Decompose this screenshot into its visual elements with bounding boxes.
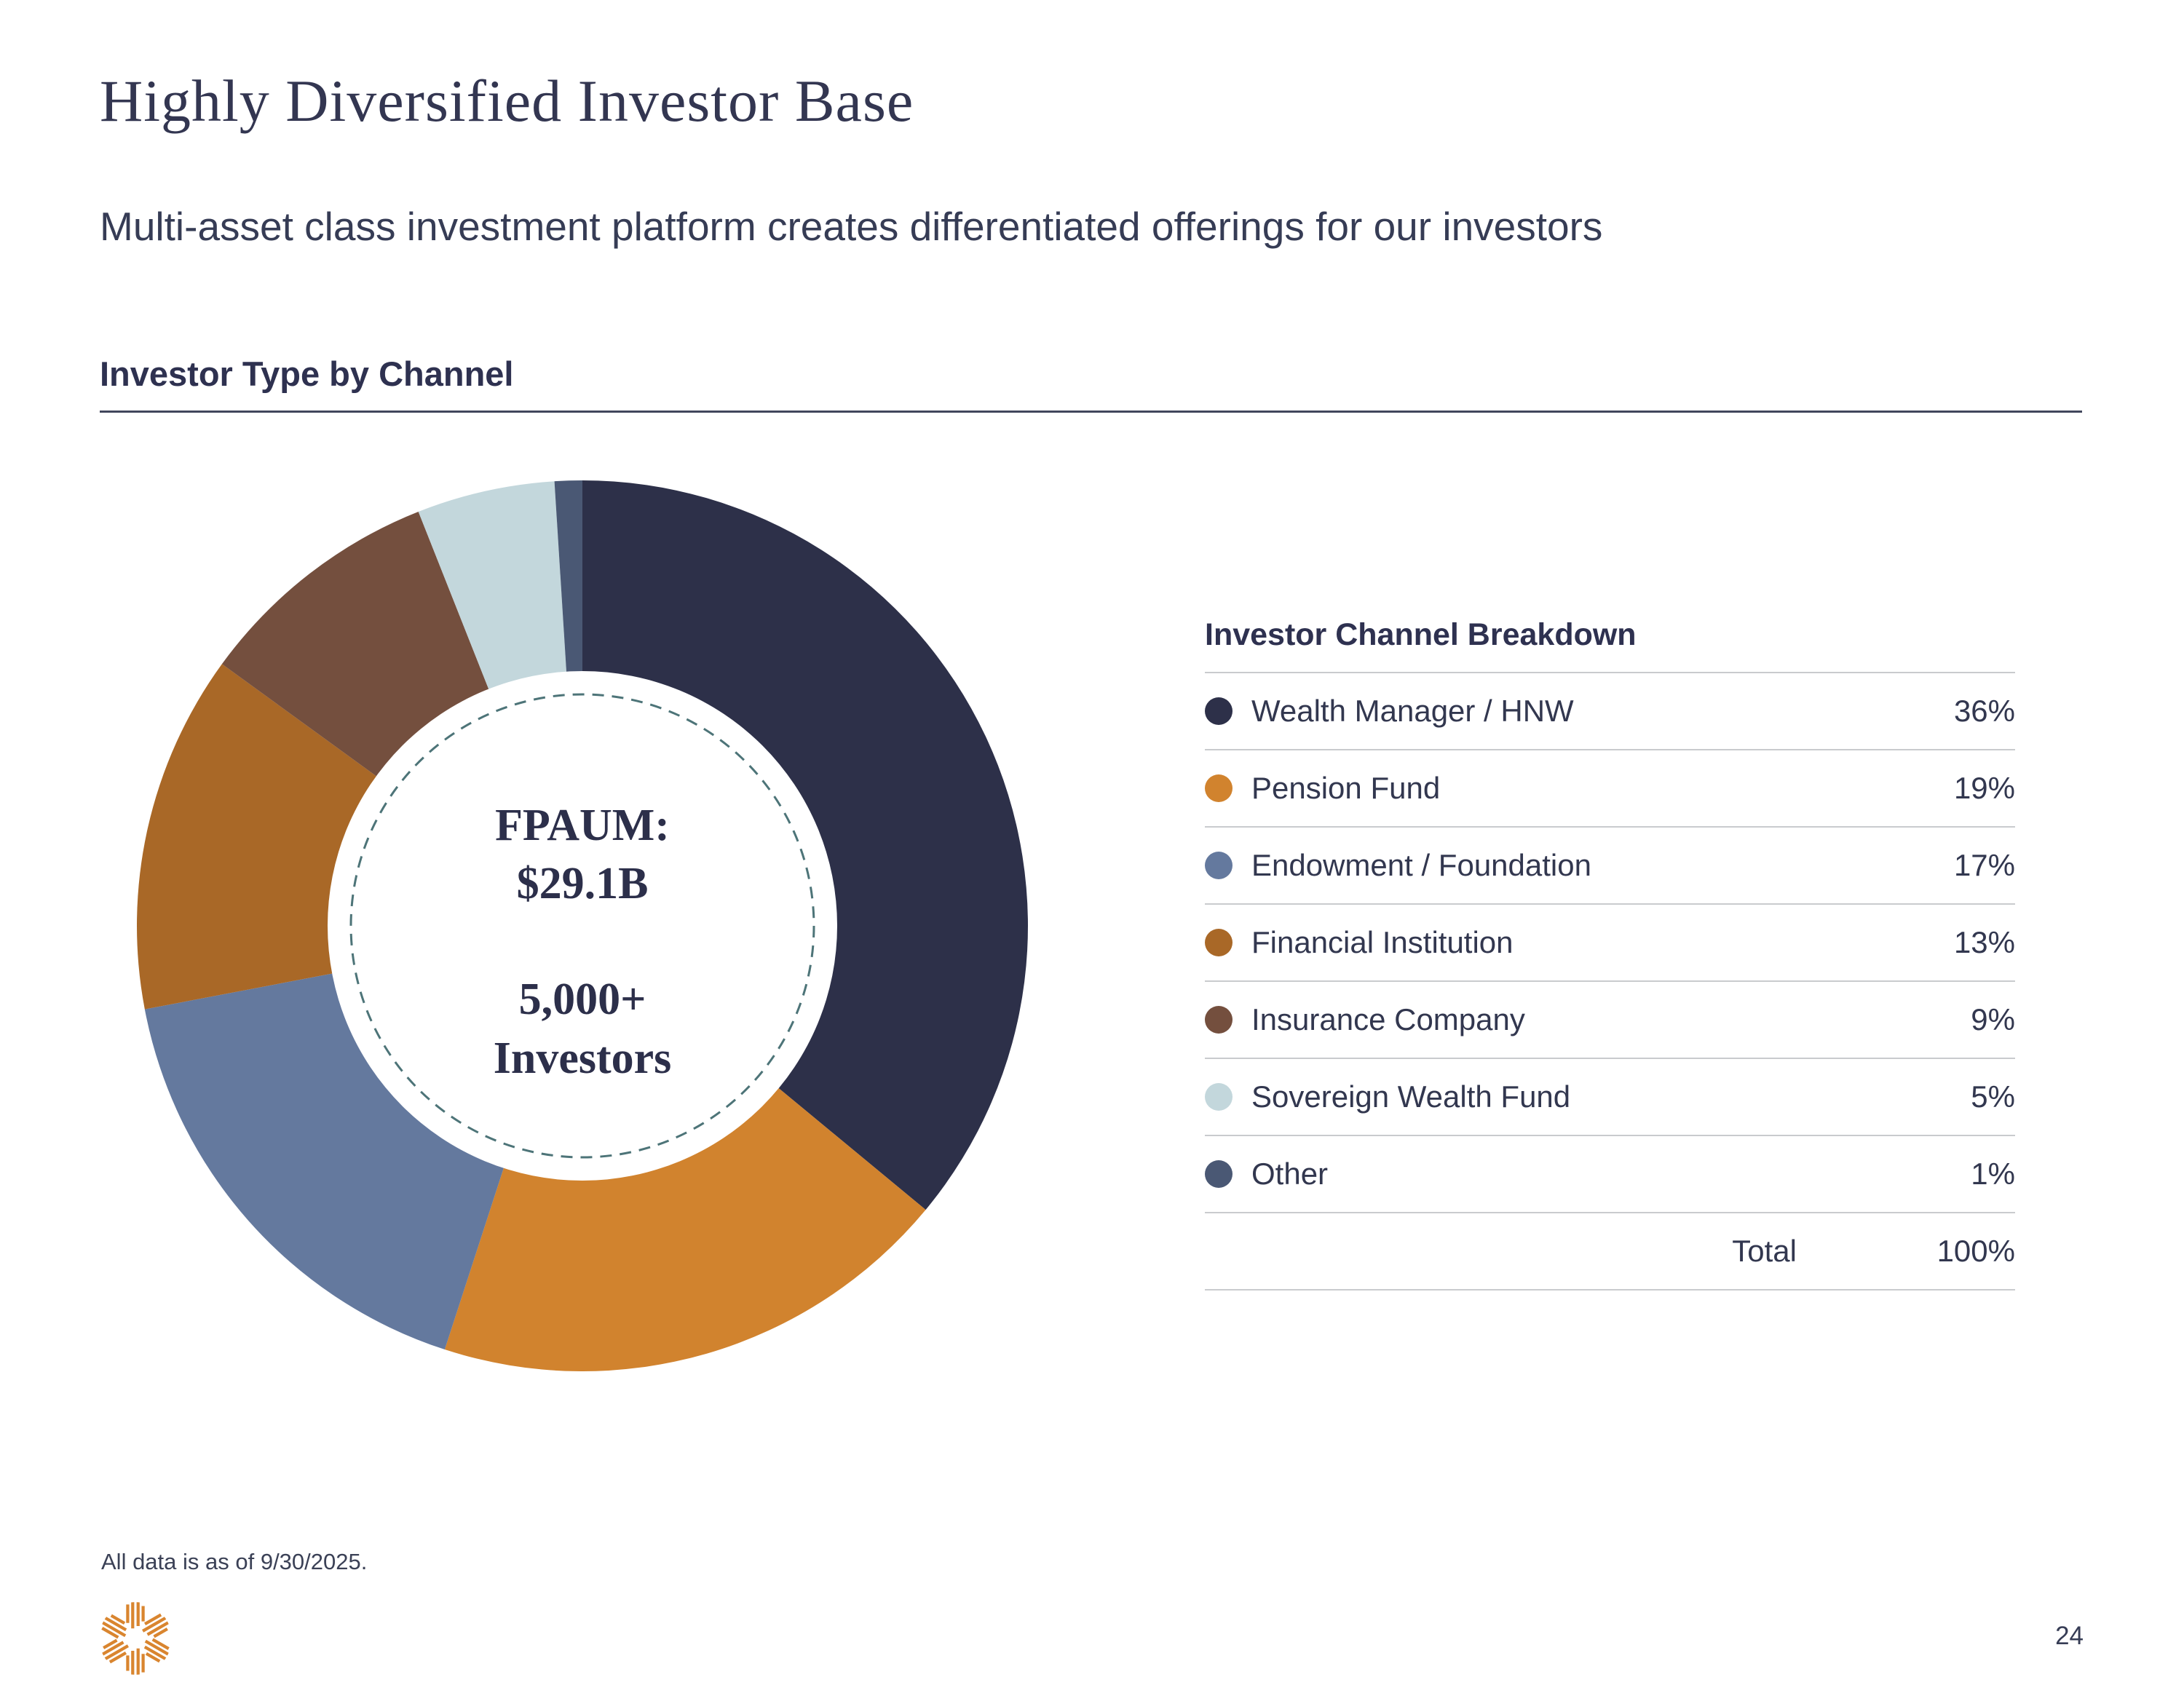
- legend-value: 36%: [1953, 694, 2015, 728]
- legend-row-insurance-company: Insurance Company 9%: [1205, 982, 2015, 1059]
- investor-channel-breakdown-table: Investor Channel Breakdown Wealth Manage…: [1205, 617, 2015, 1290]
- legend-bullet-icon: [1205, 1083, 1233, 1111]
- section-header: Investor Type by Channel: [100, 354, 514, 393]
- legend-label: Other: [1251, 1157, 1329, 1191]
- logo-arm: [142, 1613, 171, 1638]
- total-label: Total: [1732, 1234, 1797, 1268]
- footnote: All data is as of 9/30/2025.: [101, 1549, 368, 1574]
- section-rule: [100, 411, 2082, 413]
- legend-label: Endowment / Foundation: [1251, 848, 1591, 882]
- legend-value: 5%: [1971, 1079, 2015, 1114]
- legend-value: 13%: [1953, 925, 2015, 959]
- legend-row-pension-fund: Pension Fund 19%: [1205, 750, 2015, 828]
- legend-header: Investor Channel Breakdown: [1205, 617, 1637, 652]
- legend-label: Insurance Company: [1251, 1002, 1525, 1036]
- starburst-logo: [100, 1602, 171, 1675]
- page-title: Highly Diversified Investor Base: [100, 68, 914, 134]
- logo-arm: [126, 1648, 145, 1675]
- logo-arm: [100, 1638, 129, 1664]
- legend-value: 1%: [1971, 1157, 2015, 1191]
- donut-chart-svg: [136, 480, 1028, 1372]
- legend-bullet-icon: [1205, 774, 1233, 802]
- legend-value: 19%: [1953, 771, 2015, 805]
- donut-dashed-ring: [349, 693, 815, 1159]
- total-value: 100%: [1936, 1234, 2015, 1268]
- legend-rows: Wealth Manager / HNW 36% Pension Fund 19% En…: [1205, 672, 2015, 1213]
- legend-bullet-icon: [1205, 852, 1233, 879]
- legend-bullet-icon: [1205, 1160, 1233, 1188]
- page-subtitle: Multi-asset class investment platform cr…: [100, 204, 1603, 249]
- legend-value: 9%: [1971, 1002, 2015, 1036]
- legend-value: 17%: [1953, 848, 2015, 882]
- donut-chart: [136, 480, 1028, 1372]
- legend-row-wealth-manager-hnw: Wealth Manager / HNW 36%: [1205, 673, 2015, 750]
- legend-label: Wealth Manager / HNW: [1251, 694, 1574, 728]
- legend-row-financial-institution: Financial Institution 13%: [1205, 905, 2015, 982]
- page-number: 24: [2055, 1622, 2084, 1650]
- legend-bullet-icon: [1205, 929, 1233, 956]
- legend-label: Pension Fund: [1251, 771, 1441, 805]
- legend-label: Sovereign Wealth Fund: [1251, 1079, 1571, 1114]
- legend-row-endowment-foundation: Endowment / Foundation 17%: [1205, 828, 2015, 905]
- legend-bullet-icon: [1205, 1006, 1233, 1034]
- logo-arm: [126, 1602, 145, 1629]
- legend-row-other: Other 1%: [1205, 1136, 2015, 1213]
- logo-arm: [143, 1638, 171, 1663]
- legend-row-sovereign-wealth-fund: Sovereign Wealth Fund 5%: [1205, 1059, 2015, 1136]
- donut-hole: [328, 671, 837, 1181]
- logo-arm: [100, 1614, 127, 1639]
- legend-total-row: Total 100%: [1205, 1213, 2015, 1290]
- legend-bullet-icon: [1205, 697, 1233, 725]
- legend-label: Financial Institution: [1251, 925, 1514, 959]
